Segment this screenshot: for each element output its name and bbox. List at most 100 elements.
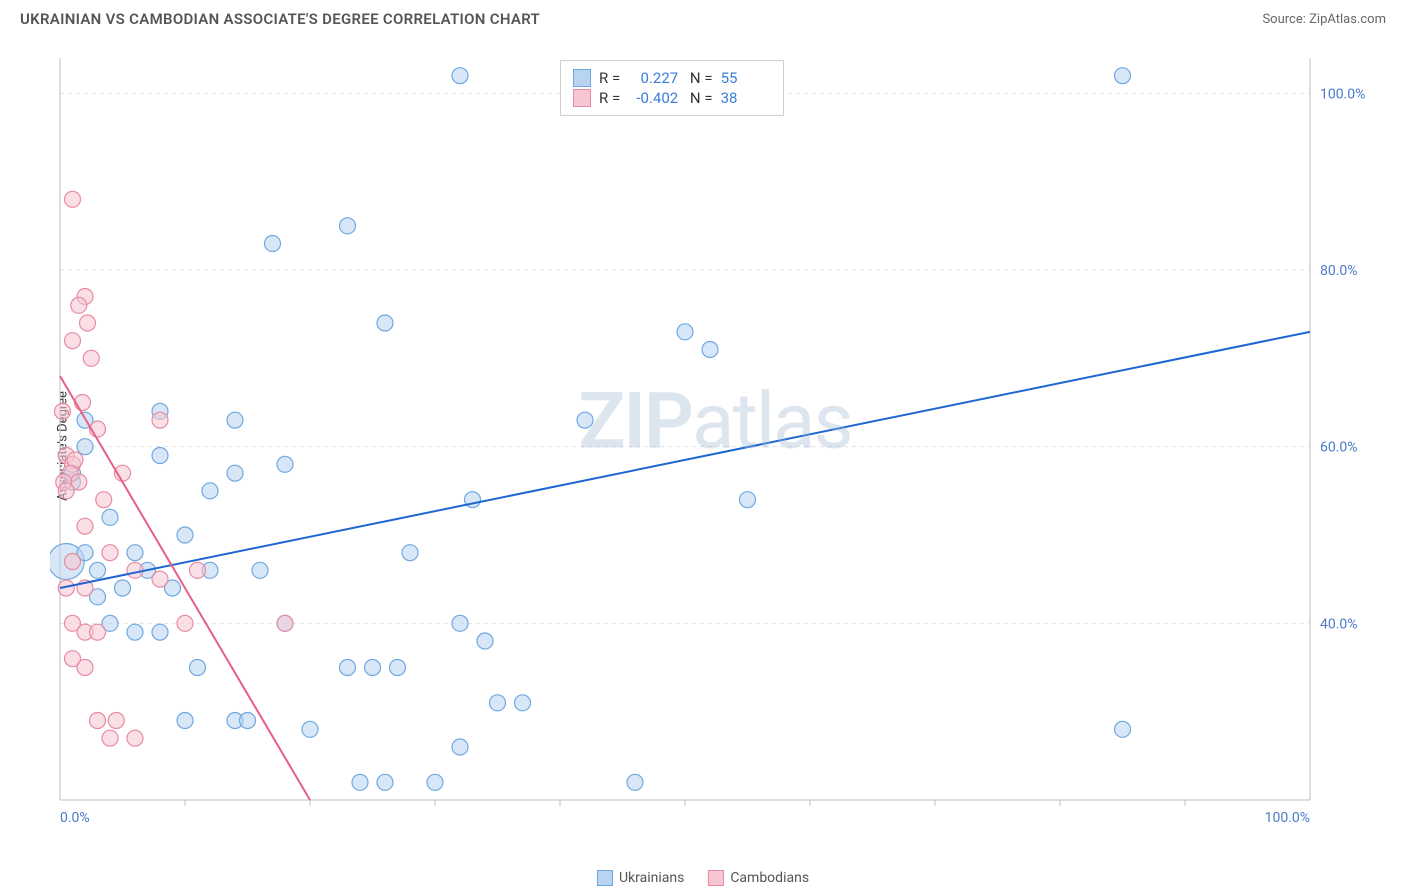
data-point [65,191,81,207]
x-tick-label: 100.0% [1265,810,1310,826]
data-point [490,695,506,711]
chart-source: Source: ZipAtlas.com [1262,12,1386,27]
data-point [277,456,293,472]
data-point [227,465,243,481]
data-point [452,739,468,755]
r-label: R = [599,69,620,87]
data-point [265,236,281,252]
data-point [102,509,118,525]
data-point [227,412,243,428]
data-point [390,660,406,676]
data-point [190,562,206,578]
data-point [1115,68,1131,84]
data-point [277,615,293,631]
data-point [152,412,168,428]
data-point [90,713,106,729]
data-point [190,660,206,676]
legend-item: Ukrainians [597,870,684,886]
scatter-chart: 40.0% 60.0% 80.0% 100.0% 0.0% 100.0% [50,40,1380,835]
data-point [177,527,193,543]
data-point [83,350,99,366]
data-point [77,439,93,455]
data-point [152,624,168,640]
n-value: 55 [721,69,771,87]
data-point [71,297,87,313]
r-value: 0.227 [628,69,678,87]
data-point [340,660,356,676]
chart-title: UKRAINIAN VS CAMBODIAN ASSOCIATE'S DEGRE… [20,10,540,28]
source-name: ZipAtlas.com [1309,12,1386,27]
data-point [402,545,418,561]
data-point [58,483,74,499]
data-point [1115,721,1131,737]
regression-line [60,376,310,800]
data-point [302,721,318,737]
data-point [702,342,718,358]
n-value: 38 [721,89,771,107]
data-point [108,713,124,729]
chart-header: UKRAINIAN VS CAMBODIAN ASSOCIATE'S DEGRE… [0,0,1406,33]
legend-swatch [573,89,591,107]
x-tick-label: 0.0% [60,810,90,826]
data-point [477,633,493,649]
data-point [80,315,96,331]
data-point [452,68,468,84]
legend-swatch [708,870,724,886]
data-point [377,315,393,331]
data-point [627,774,643,790]
data-point [452,615,468,631]
data-point [102,545,118,561]
data-point [340,218,356,234]
legend-label: Ukrainians [619,870,684,886]
data-point [177,713,193,729]
data-point [740,492,756,508]
legend-item: Cambodians [708,870,809,886]
data-point [365,660,381,676]
data-point [55,403,71,419]
series-legend: Ukrainians Cambodians [597,870,809,886]
data-point [515,695,531,711]
data-point [90,562,106,578]
data-point [127,562,143,578]
y-tick-label: 80.0% [1320,263,1358,279]
data-point [677,324,693,340]
y-tick-label: 100.0% [1320,86,1365,102]
data-point [427,774,443,790]
r-value: -0.402 [628,89,678,107]
stats-row: R = -0.402 N = 38 [573,89,771,107]
plot-area: 40.0%60.0%80.0%100.0%0.0%100.0% ZIPatlas… [50,40,1380,835]
legend-label: Cambodians [730,870,809,886]
data-point [127,730,143,746]
data-point [152,571,168,587]
n-label: N = [686,69,712,87]
stats-legend-box: R = 0.227 N = 55 R = -0.402 N = 38 [560,60,784,116]
data-point [202,483,218,499]
data-point [102,730,118,746]
data-point [65,554,81,570]
data-point [377,774,393,790]
data-point [252,562,268,578]
data-point [240,713,256,729]
n-label: N = [686,89,712,107]
stats-row: R = 0.227 N = 55 [573,69,771,87]
y-tick-label: 40.0% [1320,616,1358,632]
legend-swatch [597,870,613,886]
y-tick-label: 60.0% [1320,440,1358,456]
data-point [75,395,91,411]
data-point [77,518,93,534]
source-prefix: Source: [1262,12,1305,27]
data-point [152,448,168,464]
data-point [577,412,593,428]
data-point [177,615,193,631]
data-point [352,774,368,790]
data-point [127,624,143,640]
data-point [65,333,81,349]
r-label: R = [599,89,620,107]
legend-swatch [573,69,591,87]
data-point [115,580,131,596]
data-point [127,545,143,561]
regression-line [60,332,1310,588]
data-point [96,492,112,508]
data-point [77,660,93,676]
data-point [90,624,106,640]
